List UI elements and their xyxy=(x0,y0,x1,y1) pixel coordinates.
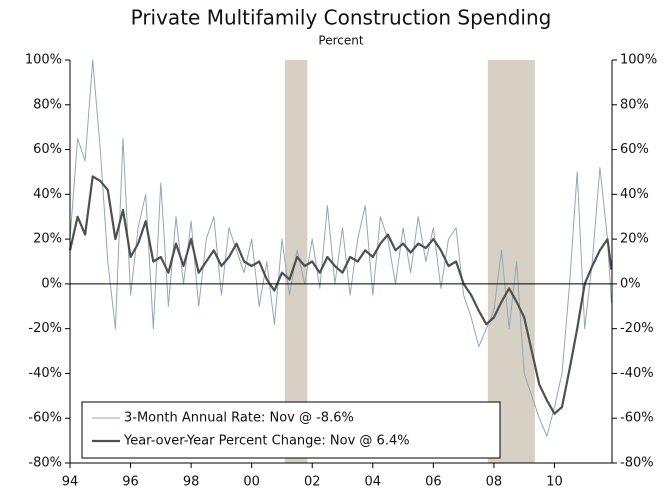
x-tick-label: 10 xyxy=(546,475,563,490)
x-tick-label: 00 xyxy=(243,475,260,490)
x-tick-label: 08 xyxy=(486,475,503,490)
x-tick-label: 96 xyxy=(122,475,139,490)
y2-tick-label: 80% xyxy=(620,97,649,112)
y-tick-label: -60% xyxy=(28,411,62,426)
x-tick-label: 02 xyxy=(304,475,321,490)
y-tick-label: 60% xyxy=(33,142,62,157)
y2-tick-label: -80% xyxy=(620,456,654,471)
recession-band xyxy=(487,60,535,463)
y-tick-label: -40% xyxy=(28,366,62,381)
y2-tick-label: 100% xyxy=(620,53,657,68)
y2-tick-label: -40% xyxy=(620,366,654,381)
y2-tick-label: 0% xyxy=(620,276,641,291)
y-tick-label: 20% xyxy=(33,232,62,247)
y-tick-label: 100% xyxy=(25,53,62,68)
y-tick-label: -80% xyxy=(28,456,62,471)
legend-label: 3-Month Annual Rate: Nov @ -8.6% xyxy=(124,411,354,426)
chart-subtitle: Percent xyxy=(318,34,363,48)
series-line xyxy=(68,175,613,415)
legend-label: Year-over-Year Percent Change: Nov @ 6.4… xyxy=(123,434,410,449)
legend-box xyxy=(81,401,501,459)
y2-tick-label: 60% xyxy=(620,142,649,157)
x-tick-label: 06 xyxy=(425,475,442,490)
x-tick-label: 98 xyxy=(183,475,200,490)
y-tick-label: 80% xyxy=(33,97,62,112)
x-tick-label: 94 xyxy=(62,475,79,490)
y2-tick-label: -60% xyxy=(620,411,654,426)
y-tick-label: 0% xyxy=(41,276,62,291)
chart-title: Private Multifamily Construction Spendin… xyxy=(131,6,552,30)
x-tick-label: 04 xyxy=(365,475,382,490)
series-line xyxy=(69,59,612,437)
y-tick-label: 40% xyxy=(33,187,62,202)
y2-tick-label: 20% xyxy=(620,232,649,247)
y2-tick-label: 40% xyxy=(620,187,649,202)
y-tick-label: -20% xyxy=(28,321,62,336)
y2-tick-label: -20% xyxy=(620,321,654,336)
